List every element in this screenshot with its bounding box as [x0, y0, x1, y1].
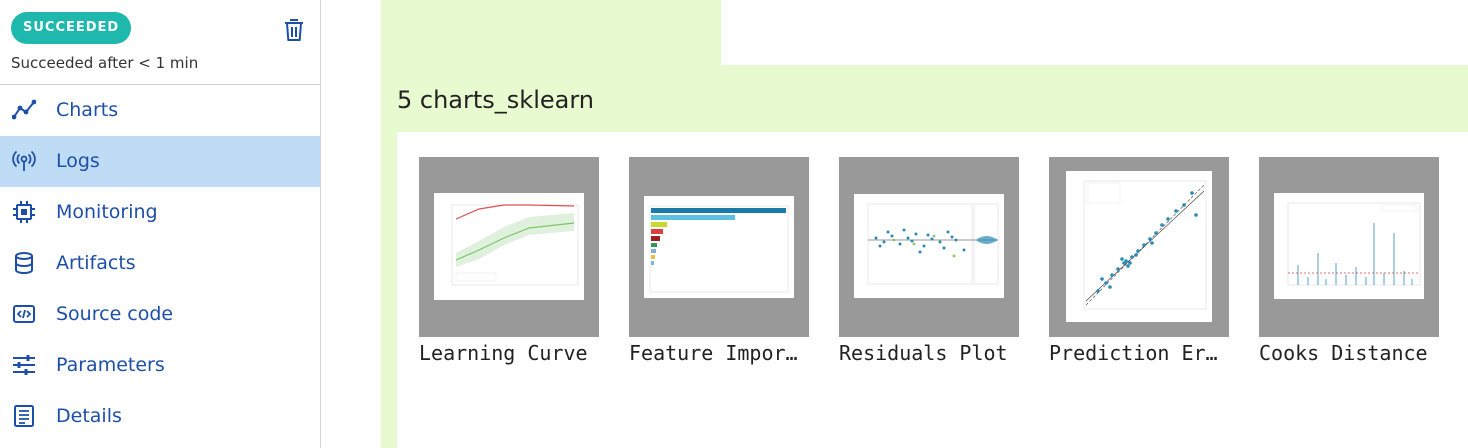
sidebar-item-label: Details [56, 405, 122, 427]
chart-caption: Residuals Plot [839, 341, 1008, 365]
sidebar-item-label: Parameters [56, 354, 165, 376]
sidebar-item-details[interactable]: Details [0, 391, 320, 442]
database-icon [15, 252, 33, 275]
sidebar-item-monitoring[interactable]: Monitoring [0, 187, 320, 238]
sliders-icon [13, 355, 35, 375]
sidebar-item-source-code[interactable]: Source code [0, 289, 320, 340]
sidebar-item-label: Charts [56, 99, 119, 121]
chart-card-residuals-plot[interactable]: Residuals Plot [839, 157, 1019, 365]
cell-gutter [381, 132, 397, 448]
chart-caption: Prediction Error [1049, 341, 1229, 365]
chart-card-cooks-distance[interactable]: Cooks Distance [1259, 157, 1439, 365]
notebook-main: 5 charts_sklearn Learning Curve [321, 0, 1468, 448]
chart-caption: Feature Importances [629, 341, 809, 365]
chart-image [644, 196, 794, 298]
chart-image [854, 194, 1004, 298]
sidebar-item-label: Logs [56, 150, 100, 172]
sidebar: SUCCEEDED Succeeded after < 1 min Charts… [0, 0, 321, 448]
chart-thumbnail[interactable] [1259, 157, 1439, 337]
sidebar-item-label: Monitoring [56, 201, 158, 223]
chart-image [1066, 171, 1212, 322]
chart-caption: Cooks Distance [1259, 341, 1428, 365]
trash-icon[interactable] [282, 17, 306, 43]
section-header [381, 65, 1468, 132]
broadcast-icon [12, 150, 36, 171]
previous-cell [381, 0, 721, 65]
section-title: 5 charts_sklearn [397, 86, 594, 114]
code-icon [13, 305, 35, 323]
chart-image [1274, 193, 1424, 299]
chart-thumbnail[interactable] [839, 157, 1019, 337]
sidebar-item-label: Source code [56, 303, 174, 325]
chart-image [434, 193, 584, 300]
chart-card-feature-importances[interactable]: Feature Importances [629, 157, 809, 365]
document-icon [14, 405, 34, 427]
chip-icon [13, 201, 35, 223]
sidebar-item-logs[interactable]: Logs [0, 136, 320, 187]
chart-card-learning-curve[interactable]: Learning Curve [419, 157, 599, 365]
chart-thumbnail[interactable] [629, 157, 809, 337]
status-text: Succeeded after < 1 min [11, 54, 199, 72]
sidebar-item-label: Artifacts [56, 252, 136, 274]
status-badge: SUCCEEDED [11, 12, 132, 44]
chart-line-icon [12, 99, 36, 120]
chart-thumbnail[interactable] [419, 157, 599, 337]
sidebar-item-artifacts[interactable]: Artifacts [0, 238, 320, 289]
chart-caption: Learning Curve [419, 341, 588, 365]
chart-thumbnail[interactable] [1049, 157, 1229, 337]
chart-card-prediction-error[interactable]: Prediction Error [1049, 157, 1229, 365]
sidebar-nav: Charts Logs Monitoring Artifacts [0, 85, 320, 442]
sidebar-item-parameters[interactable]: Parameters [0, 340, 320, 391]
sidebar-item-charts[interactable]: Charts [0, 85, 320, 136]
divider [0, 84, 320, 85]
